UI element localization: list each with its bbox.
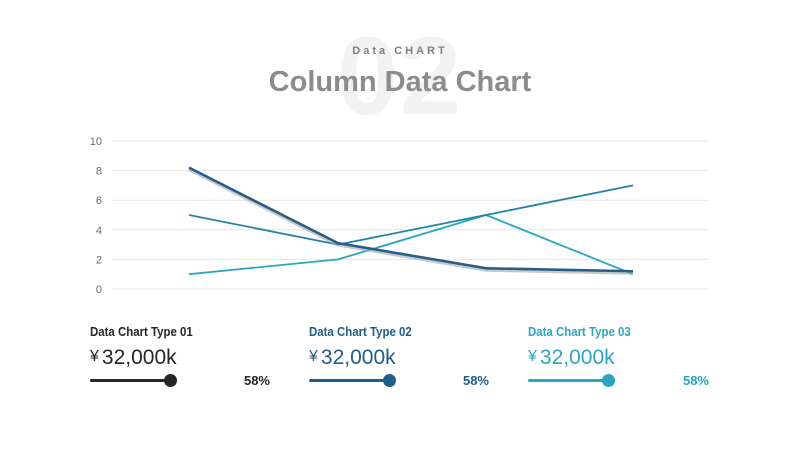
card-title: Data Chart Type 02 <box>309 324 412 339</box>
progress-knob[interactable] <box>383 374 396 387</box>
series-line-3 <box>188 214 634 276</box>
series-line-shadow <box>188 168 634 275</box>
series-line-1 <box>188 166 634 273</box>
metric-card-02: Data Chart Type 02 ¥32,000k 58% <box>309 322 499 397</box>
card-percent: 58% <box>243 373 270 388</box>
progress-track <box>528 379 608 382</box>
y-tick-label: 2 <box>96 254 102 266</box>
metric-card-03: Data Chart Type 03 ¥32,000k 58% <box>528 322 718 397</box>
progress-knob[interactable] <box>164 374 177 387</box>
progress-track <box>309 379 389 382</box>
card-percent: 58% <box>462 373 489 388</box>
card-value: ¥32,000k <box>528 346 615 370</box>
card-value: ¥32,000k <box>309 346 396 370</box>
y-tick-label: 8 <box>96 166 102 178</box>
section-number-watermark: 02 <box>336 15 464 138</box>
currency-symbol: ¥ <box>528 348 537 365</box>
y-tick-label: 4 <box>96 225 102 237</box>
progress-knob[interactable] <box>602 374 615 387</box>
card-amount: 32,000k <box>320 346 396 369</box>
card-percent: 58% <box>682 373 709 388</box>
chart-gridlines <box>112 140 708 290</box>
card-value: ¥32,000k <box>90 346 177 370</box>
subtitle: Data CHART <box>352 45 448 57</box>
currency-symbol: ¥ <box>90 348 99 365</box>
currency-symbol: ¥ <box>309 348 318 365</box>
y-axis-ticks: 0 2 4 6 8 10 <box>90 136 102 296</box>
y-tick-label: 10 <box>90 136 102 148</box>
progress-track <box>90 379 170 382</box>
card-title: Data Chart Type 01 <box>90 324 193 339</box>
header: 02 Data CHART Column Data Chart <box>0 0 800 140</box>
page-title: Column Data Chart <box>268 66 532 98</box>
metric-card-01: Data Chart Type 01 ¥32,000k 58% <box>90 322 280 397</box>
card-amount: 32,000k <box>101 346 177 369</box>
card-title: Data Chart Type 03 <box>528 324 631 339</box>
y-tick-label: 0 <box>96 284 102 296</box>
y-tick-label: 6 <box>96 195 102 207</box>
series-line-2 <box>188 184 634 246</box>
card-amount: 32,000k <box>539 346 615 369</box>
chart-series <box>188 166 634 276</box>
